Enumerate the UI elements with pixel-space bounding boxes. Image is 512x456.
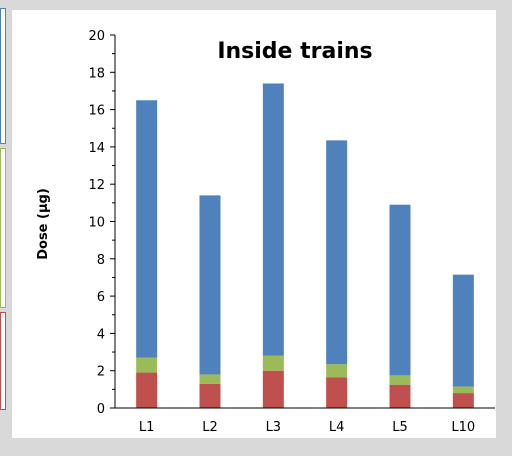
y-tick-label: 12 bbox=[88, 178, 105, 193]
bar-segment bbox=[389, 204, 411, 376]
bar-segment bbox=[452, 274, 474, 387]
bar-segment bbox=[136, 372, 158, 408]
bar-segment bbox=[199, 383, 221, 408]
bar-segment bbox=[326, 140, 348, 365]
bar-segment bbox=[326, 377, 348, 408]
y-tick-label: 0 bbox=[97, 402, 105, 417]
bar-segment bbox=[452, 386, 474, 394]
bar-segment bbox=[326, 364, 348, 378]
legend-edge-blue bbox=[0, 8, 6, 144]
x-tick-label: L4 bbox=[329, 420, 345, 435]
y-tick-label: 8 bbox=[97, 253, 105, 268]
y-tick-label: 10 bbox=[88, 216, 105, 231]
y-tick-label: 14 bbox=[88, 141, 105, 156]
y-tick-label: 16 bbox=[88, 104, 105, 119]
legend-edge-green bbox=[0, 148, 6, 308]
y-tick-label: 20 bbox=[88, 29, 105, 44]
x-tick-label: L10 bbox=[451, 420, 475, 435]
x-tick-label: L5 bbox=[392, 420, 408, 435]
y-tick-label: 2 bbox=[97, 365, 105, 380]
x-tick-label: L3 bbox=[266, 420, 282, 435]
legend-edge-red bbox=[0, 312, 6, 410]
bars-group bbox=[136, 83, 474, 408]
y-tick-label: 6 bbox=[97, 290, 105, 305]
bar-segment bbox=[262, 370, 284, 408]
y-tick-label: 18 bbox=[88, 66, 105, 81]
bar-segment bbox=[136, 357, 158, 373]
y-ticks-group: 0 2 4 6 8 10 12 14 16 18 20 bbox=[88, 29, 115, 417]
bar-segment bbox=[389, 384, 411, 408]
y-axis-label: Dose (µg) bbox=[36, 188, 51, 260]
y-tick-label: 4 bbox=[97, 327, 105, 342]
x-tick-label: L2 bbox=[202, 420, 218, 435]
x-ticks-group: L1 L2 L3 L4 L5 L10 bbox=[139, 420, 475, 435]
bar-segment bbox=[199, 195, 221, 375]
bar-segment bbox=[262, 355, 284, 371]
bar-segment bbox=[199, 374, 221, 384]
chart-title: Inside trains bbox=[217, 39, 372, 64]
plot-panel bbox=[12, 10, 496, 438]
x-tick-label: L1 bbox=[139, 420, 155, 435]
bar-segment bbox=[389, 375, 411, 385]
bar-segment bbox=[452, 393, 474, 408]
bar-segment bbox=[136, 100, 158, 358]
bar-segment bbox=[262, 83, 284, 356]
